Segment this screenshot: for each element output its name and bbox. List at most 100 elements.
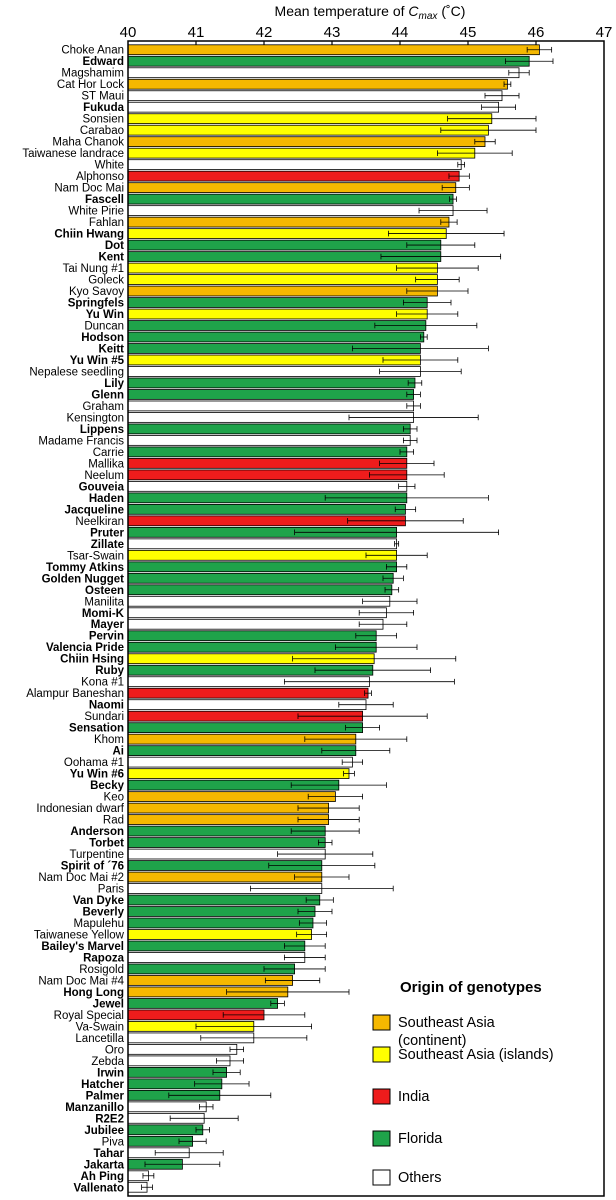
category-label: Maha Chanok xyxy=(52,137,124,149)
category-label: Spirit of ´76 xyxy=(61,861,124,873)
bar xyxy=(127,561,398,573)
legend: Origin of genotypes Southeast Asia (contin… xyxy=(372,966,602,1192)
category-label: Carabao xyxy=(80,125,124,137)
category-label: Sundari xyxy=(84,711,124,723)
error-bar xyxy=(402,426,418,432)
error-bar xyxy=(358,609,415,616)
error-bar xyxy=(178,1138,207,1145)
legend-background xyxy=(378,966,602,1192)
x-axis-title-sub: max xyxy=(419,11,439,22)
category-label: Becky xyxy=(90,780,124,792)
category-label: Hodson xyxy=(81,332,124,344)
category-label: Graham xyxy=(82,401,124,413)
category-label: Jubilee xyxy=(84,1125,124,1137)
category-label: Hong Long xyxy=(63,987,124,999)
x-tick-label: 47 xyxy=(596,24,613,41)
bar xyxy=(127,917,314,929)
category-label: Springfels xyxy=(68,298,124,310)
error-bar xyxy=(508,69,530,76)
error-bar xyxy=(474,138,496,145)
error-bar xyxy=(142,1172,155,1179)
category-label: Keo xyxy=(104,792,124,804)
error-bar xyxy=(379,460,435,467)
category-label: Momi-K xyxy=(82,608,125,620)
category-label: Bailey's Marvel xyxy=(41,941,124,953)
error-bar xyxy=(169,1115,239,1122)
legend-label: Southeast Asia xyxy=(398,1015,496,1031)
category-label: Rapoza xyxy=(83,952,125,964)
bar xyxy=(127,113,493,125)
category-label: Taiwanese landrace xyxy=(22,148,124,160)
error-bar xyxy=(382,575,404,582)
bar xyxy=(127,595,391,607)
bar xyxy=(127,44,540,56)
category-label: Neelum xyxy=(84,470,124,482)
x-tick-label: 45 xyxy=(460,24,477,41)
legend-swatch xyxy=(372,1088,391,1105)
bar xyxy=(127,837,326,848)
bar xyxy=(127,78,508,90)
bar xyxy=(127,274,438,285)
bar xyxy=(127,297,428,308)
legend-label-line2: (continent) xyxy=(398,1033,467,1049)
category-label: Goleck xyxy=(88,275,124,287)
x-axis-title-var: C xyxy=(408,3,419,19)
bar xyxy=(127,998,279,1009)
bar xyxy=(127,572,394,584)
error-bar xyxy=(297,713,428,719)
bar xyxy=(127,699,367,711)
bar xyxy=(127,687,369,699)
bar xyxy=(127,101,500,113)
category-label: Valencia Pride xyxy=(46,642,124,654)
category-label: Yu Win #6 xyxy=(70,769,124,781)
bar xyxy=(127,389,415,400)
error-bar xyxy=(334,644,418,651)
error-bar xyxy=(388,230,505,237)
x-tick-label: 40 xyxy=(120,24,137,41)
legend-label: India xyxy=(398,1089,430,1105)
category-label: Sonsien xyxy=(82,114,124,126)
category-label: Nepalese seedling xyxy=(29,366,124,378)
bar xyxy=(127,239,442,251)
category-label: Naomi xyxy=(89,700,124,712)
error-bar xyxy=(362,598,418,605)
bar xyxy=(127,331,425,343)
category-label: Paris xyxy=(98,884,124,896)
x-tick-label: 42 xyxy=(256,24,273,41)
error-bar xyxy=(222,1012,306,1018)
error-bar xyxy=(324,495,489,501)
bar xyxy=(127,262,438,274)
error-bar xyxy=(195,1023,313,1030)
error-bar xyxy=(317,839,333,846)
error-bar xyxy=(503,81,512,88)
error-bar xyxy=(348,414,479,421)
category-label: White Pirie xyxy=(68,206,124,218)
error-bar xyxy=(229,1046,245,1053)
category-label: Tommy Atkins xyxy=(46,562,124,574)
category-label: Fascell xyxy=(85,194,124,206)
error-bar xyxy=(394,506,417,513)
legend-label: Others xyxy=(398,1170,442,1186)
bar xyxy=(127,618,384,630)
bar xyxy=(127,768,350,779)
category-label: Gouveia xyxy=(79,481,125,493)
error-bar xyxy=(364,690,372,696)
error-bar xyxy=(264,977,321,984)
bar xyxy=(127,1044,238,1055)
error-bar xyxy=(402,437,418,444)
category-label: Carrie xyxy=(93,447,124,459)
bar xyxy=(127,366,421,377)
legend-swatch xyxy=(372,1014,391,1031)
error-bar xyxy=(154,1149,224,1156)
error-bar xyxy=(270,1000,285,1007)
error-bar xyxy=(297,805,360,811)
error-bar xyxy=(290,828,360,834)
error-bar xyxy=(365,552,428,559)
category-label: Glenn xyxy=(91,389,124,401)
error-bar xyxy=(374,322,478,329)
legend-swatch xyxy=(372,1169,391,1186)
category-label: Zillate xyxy=(91,539,124,551)
error-bar xyxy=(296,931,327,938)
category-label: Piva xyxy=(102,1136,125,1148)
error-bar xyxy=(440,127,537,133)
